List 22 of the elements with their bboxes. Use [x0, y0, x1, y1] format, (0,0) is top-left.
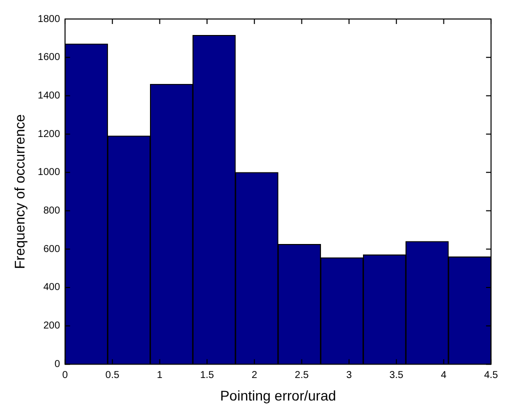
- x-tick-label: 4.5: [484, 370, 498, 381]
- y-tick-label: 1000: [38, 167, 60, 178]
- x-tick-label: 0.5: [105, 370, 120, 381]
- y-tick-label: 800: [43, 206, 60, 217]
- y-tick-label: 400: [43, 282, 60, 294]
- x-tick-label: 3: [346, 370, 352, 381]
- x-tick-label: 4: [440, 370, 447, 381]
- x-tick-label: 1: [156, 370, 163, 381]
- y-tick-label: 600: [43, 244, 60, 255]
- x-axis-title: Pointing error/urad: [220, 387, 336, 404]
- y-tick-label: 1600: [38, 52, 60, 64]
- x-tick-label: 2.5: [294, 370, 310, 381]
- y-tick-label: 200: [43, 320, 60, 332]
- y-tick-label: 1400: [38, 90, 60, 102]
- x-tick-label: 2: [252, 370, 258, 381]
- y-tick-label: 1800: [38, 14, 60, 25]
- y-tick-label: 0: [54, 358, 60, 370]
- x-tick-label: 1.5: [200, 370, 214, 381]
- x-tick-label: 3.5: [389, 370, 404, 381]
- x-tick-label: 0: [62, 370, 68, 381]
- y-tick-label: 1200: [38, 128, 60, 140]
- y-axis-title: Frequency of occurrence: [11, 114, 28, 270]
